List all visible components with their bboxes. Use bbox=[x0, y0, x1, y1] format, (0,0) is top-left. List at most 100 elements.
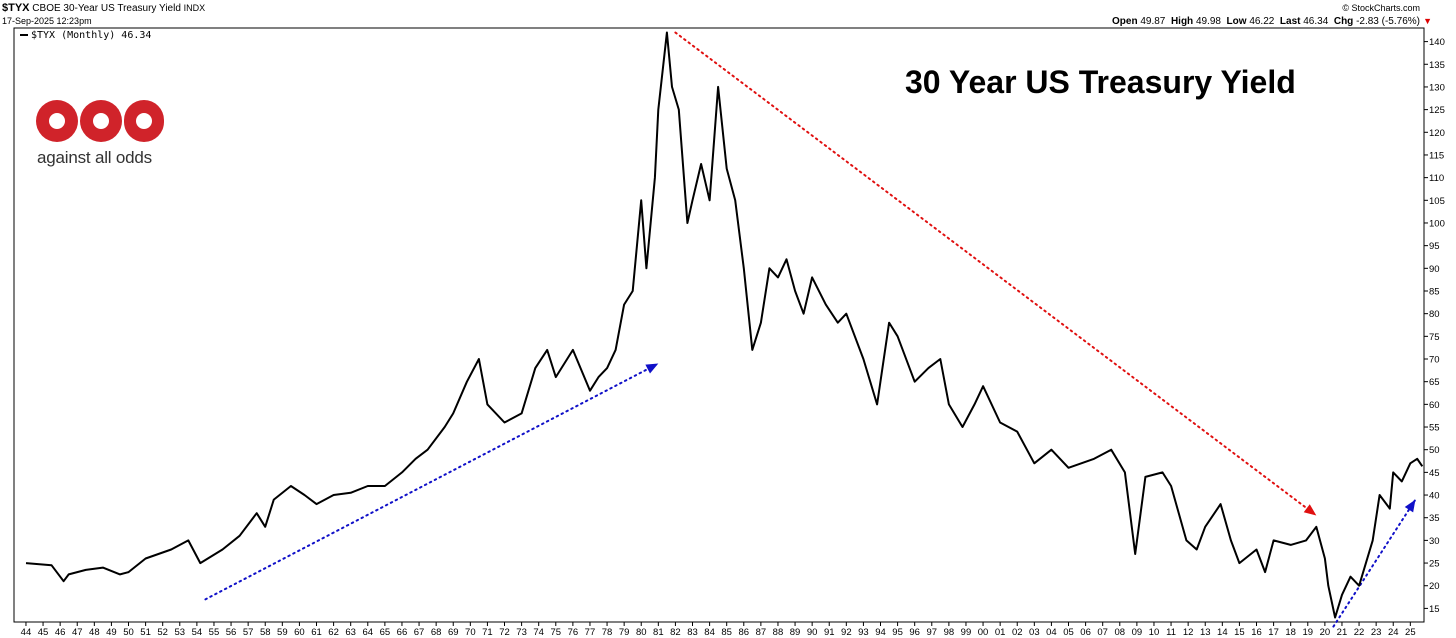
x-tick-label: 70 bbox=[465, 627, 476, 638]
x-tick-label: 25 bbox=[1405, 627, 1416, 638]
x-tick-label: 99 bbox=[961, 627, 972, 638]
x-tick-label: 93 bbox=[858, 627, 869, 638]
y-tick-label: 140 bbox=[1429, 37, 1445, 48]
x-tick-label: 64 bbox=[362, 627, 373, 638]
x-tick-label: 06 bbox=[1080, 627, 1091, 638]
x-tick-label: 03 bbox=[1029, 627, 1040, 638]
x-tick-label: 79 bbox=[619, 627, 630, 638]
y-tick-label: 125 bbox=[1429, 105, 1445, 116]
y-tick-label: 40 bbox=[1429, 491, 1440, 502]
x-tick-label: 68 bbox=[431, 627, 442, 638]
x-tick-label: 10 bbox=[1149, 627, 1160, 638]
x-tick-label: 48 bbox=[89, 627, 100, 638]
chart-datetime: 17-Sep-2025 12:23pm bbox=[2, 16, 92, 26]
chg-value: -2.83 (-5.76%) bbox=[1356, 16, 1420, 27]
x-tick-label: 67 bbox=[414, 627, 425, 638]
x-tick-label: 44 bbox=[21, 627, 32, 638]
y-tick-label: 60 bbox=[1429, 400, 1440, 411]
legend-swatch bbox=[20, 34, 28, 36]
symbol: $TYX bbox=[2, 2, 30, 14]
x-tick-label: 51 bbox=[140, 627, 151, 638]
plot-frame bbox=[13, 27, 1425, 623]
x-tick-label: 52 bbox=[157, 627, 168, 638]
y-tick-label: 100 bbox=[1429, 218, 1445, 229]
x-tick-label: 85 bbox=[721, 627, 732, 638]
y-tick-label: 135 bbox=[1429, 60, 1445, 71]
y-tick-label: 50 bbox=[1429, 445, 1440, 456]
y-tick-label: 75 bbox=[1429, 332, 1440, 343]
y-tick-label: 35 bbox=[1429, 513, 1440, 524]
aao-logo bbox=[36, 98, 166, 149]
down-arrow-icon: ▼ bbox=[1423, 16, 1432, 26]
x-tick-label: 19 bbox=[1302, 627, 1313, 638]
last-label: Last bbox=[1279, 16, 1301, 27]
trend-arrowhead-red-0 bbox=[1303, 504, 1317, 516]
x-tick-label: 15 bbox=[1234, 627, 1245, 638]
x-tick-label: 91 bbox=[824, 627, 835, 638]
last-value: 46.34 bbox=[1303, 16, 1329, 27]
y-tick-label: 55 bbox=[1429, 423, 1440, 434]
x-tick-label: 95 bbox=[892, 627, 903, 638]
x-tick-label: 86 bbox=[738, 627, 749, 638]
x-tick-label: 11 bbox=[1166, 627, 1176, 638]
y-tick-label: 115 bbox=[1429, 150, 1444, 161]
x-tick-label: 74 bbox=[533, 627, 544, 638]
x-axis: 44 45 46 47 48 49 50 51 52 53 54 55 56 57 58 59 60 61 62 63… bbox=[21, 622, 1416, 638]
x-tick-label: 88 bbox=[773, 627, 784, 638]
x-tick-label: 01 bbox=[995, 627, 1006, 638]
series-layer bbox=[25, 31, 1424, 619]
high-value: 49.98 bbox=[1195, 16, 1221, 27]
x-tick-label: 81 bbox=[653, 627, 664, 638]
y-tick-label: 70 bbox=[1429, 355, 1440, 366]
x-tick-label: 17 bbox=[1268, 627, 1279, 638]
chart-header-title: $TYX CBOE 30-Year US Treasury Yield INDX bbox=[2, 2, 205, 14]
x-tick-label: 75 bbox=[550, 627, 561, 638]
x-tick-label: 57 bbox=[243, 627, 254, 638]
x-tick-label: 94 bbox=[875, 627, 886, 638]
x-tick-label: 62 bbox=[328, 627, 339, 638]
x-tick-label: 97 bbox=[926, 627, 937, 638]
x-tick-label: 18 bbox=[1285, 627, 1296, 638]
logo-text: against all odds bbox=[37, 148, 152, 167]
trend-arrowhead-blue-2 bbox=[1404, 499, 1416, 513]
x-tick-label: 66 bbox=[397, 627, 408, 638]
annotation-title: 30 Year US Treasury Yield bbox=[905, 64, 1296, 100]
series-legend: $TYX (Monthly) 46.34 bbox=[20, 30, 151, 41]
x-tick-label: 12 bbox=[1183, 627, 1194, 638]
y-tick-label: 25 bbox=[1429, 559, 1440, 570]
x-tick-label: 87 bbox=[756, 627, 767, 638]
y-tick-label: 20 bbox=[1429, 581, 1440, 592]
x-tick-label: 54 bbox=[192, 627, 203, 638]
x-tick-label: 04 bbox=[1046, 627, 1057, 638]
exchange: INDX bbox=[183, 3, 206, 13]
symbol-name: CBOE 30-Year US Treasury Yield bbox=[32, 3, 181, 14]
open-value: 49.87 bbox=[1140, 16, 1166, 27]
trend-lines bbox=[204, 31, 1417, 628]
x-tick-label: 80 bbox=[636, 627, 647, 638]
x-tick-label: 13 bbox=[1200, 627, 1211, 638]
x-tick-label: 78 bbox=[602, 627, 613, 638]
x-tick-label: 77 bbox=[585, 627, 596, 638]
x-tick-label: 90 bbox=[807, 627, 818, 638]
x-tick-label: 05 bbox=[1063, 627, 1074, 638]
x-tick-label: 98 bbox=[944, 627, 955, 638]
x-tick-label: 23 bbox=[1371, 627, 1382, 638]
y-tick-label: 80 bbox=[1429, 309, 1440, 320]
y-tick-label: 110 bbox=[1429, 173, 1444, 184]
low-value: 46.22 bbox=[1249, 16, 1275, 27]
x-tick-label: 96 bbox=[909, 627, 920, 638]
x-tick-label: 07 bbox=[1097, 627, 1108, 638]
open-label: Open bbox=[1112, 16, 1138, 27]
x-tick-label: 47 bbox=[72, 627, 83, 638]
y-axis: 15 20 25 30 35 40 45 50 55 60 65 70 75 80 85 90 95 100 105… bbox=[1424, 37, 1445, 615]
y-tick-label: 15 bbox=[1429, 604, 1440, 615]
x-tick-label: 72 bbox=[499, 627, 510, 638]
high-label: High bbox=[1170, 16, 1194, 27]
x-tick-label: 14 bbox=[1217, 627, 1228, 638]
x-tick-label: 89 bbox=[790, 627, 801, 638]
trend-arrowhead-blue-1 bbox=[645, 363, 659, 374]
x-tick-label: 61 bbox=[311, 627, 322, 638]
x-tick-label: 53 bbox=[174, 627, 185, 638]
x-tick-label: 20 bbox=[1320, 627, 1331, 638]
